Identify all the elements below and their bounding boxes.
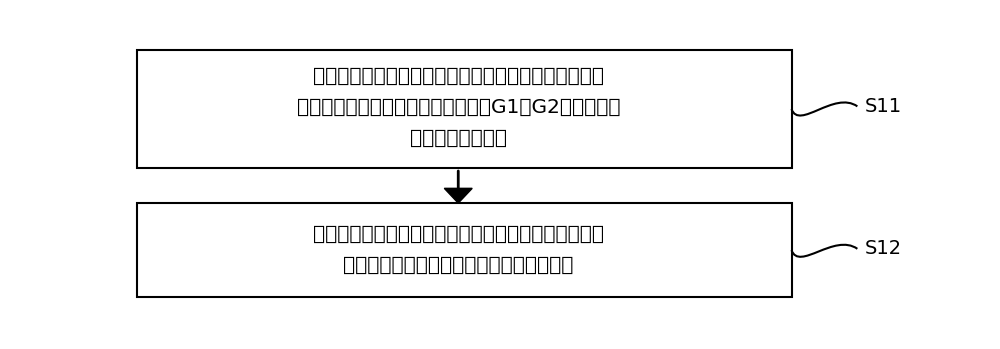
Text: 判断所述灰度均值差和所述灰度均方根是否均小于预定: 判断所述灰度均值差和所述灰度均方根是否均小于预定 bbox=[313, 225, 604, 244]
Text: S11: S11 bbox=[865, 97, 902, 116]
Text: 差和灰度均方根；: 差和灰度均方根； bbox=[410, 129, 507, 148]
FancyBboxPatch shape bbox=[137, 203, 792, 297]
Text: 板分别在所述各个预定波长处的图像G1和G2的灰度均值: 板分别在所述各个预定波长处的图像G1和G2的灰度均值 bbox=[296, 98, 620, 117]
Text: S12: S12 bbox=[865, 239, 902, 258]
Text: 计算相机采集标准参考白板与初始建模时的标准参考白: 计算相机采集标准参考白板与初始建模时的标准参考白 bbox=[313, 67, 604, 86]
FancyBboxPatch shape bbox=[137, 50, 792, 168]
Polygon shape bbox=[444, 188, 472, 203]
Text: 阈值，如果不是，则调节多光谱成像系统。: 阈值，如果不是，则调节多光谱成像系统。 bbox=[343, 256, 573, 275]
